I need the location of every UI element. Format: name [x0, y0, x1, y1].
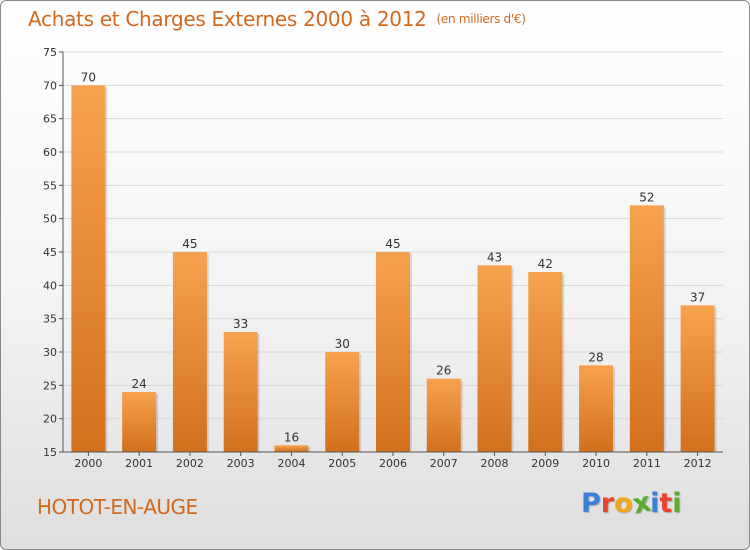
x-tick-label: 2002	[176, 457, 204, 470]
bar	[122, 392, 157, 452]
logo-letter: i	[672, 488, 682, 519]
bar-value-label: 30	[335, 337, 350, 351]
bar-value-label: 16	[284, 430, 299, 444]
x-tick-label: 2000	[74, 457, 102, 470]
bar-value-label: 28	[588, 350, 603, 364]
x-tick-label: 2004	[277, 457, 305, 470]
commune-name: HOTOT-EN-AUGE	[37, 495, 198, 519]
y-tick-label: 60	[43, 146, 57, 159]
x-tick-label: 2010	[582, 457, 610, 470]
bar-value-label: 24	[132, 377, 147, 391]
bar	[71, 85, 106, 452]
logo-letter: o	[614, 488, 633, 519]
y-tick-label: 75	[43, 46, 57, 59]
logo-letter: i	[650, 488, 660, 519]
bar	[274, 445, 309, 452]
bar-value-label: 70	[81, 70, 96, 84]
y-tick-label: 30	[43, 346, 57, 359]
bar	[426, 378, 461, 452]
bar	[680, 305, 715, 452]
bar-value-label: 26	[436, 364, 451, 378]
bar-value-label: 45	[182, 237, 197, 251]
chart-title-text: Achats et Charges Externes 2000 à 2012	[28, 7, 427, 31]
chart-subtitle: (en milliers d'€)	[436, 12, 526, 26]
bars-layer: 70 24 45 33 16 30 45 26 43 42 28 52 37	[71, 70, 717, 452]
bar-value-label: 52	[639, 190, 654, 204]
y-tick-label: 45	[43, 246, 57, 259]
proxiti-logo: Proxiti	[581, 487, 682, 521]
bar	[528, 272, 563, 452]
bar-value-label: 33	[233, 317, 248, 331]
bar	[629, 205, 664, 452]
bar-value-label: 45	[385, 237, 400, 251]
y-tick-label: 35	[43, 313, 57, 326]
logo-letter: r	[600, 488, 615, 519]
axis-layer: 15 20 25 30 35 40 45 50 55 60 65 70 75 2000 2001 2002 20…	[43, 46, 723, 470]
x-tick-label: 2006	[379, 457, 407, 470]
x-tick-label: 2012	[684, 457, 712, 470]
y-tick-label: 25	[43, 379, 57, 392]
y-tick-label: 65	[43, 113, 57, 126]
logo-letter: t	[659, 488, 673, 519]
logo-letter: P	[581, 488, 601, 519]
x-tick-label: 2003	[227, 457, 255, 470]
bar-value-label: 43	[487, 250, 502, 264]
bar	[477, 265, 512, 452]
bar	[325, 352, 360, 452]
x-tick-label: 2009	[531, 457, 559, 470]
bar	[172, 252, 207, 452]
x-tick-label: 2008	[481, 457, 509, 470]
bar-value-label: 37	[690, 290, 705, 304]
bar	[223, 332, 258, 452]
chart-title: Achats et Charges Externes 2000 à 2012 (e…	[28, 7, 526, 31]
y-tick-label: 50	[43, 213, 57, 226]
y-tick-label: 15	[43, 446, 57, 459]
y-tick-label: 70	[43, 79, 57, 92]
y-tick-label: 20	[43, 413, 57, 426]
x-tick-label: 2001	[125, 457, 153, 470]
bar	[579, 365, 614, 452]
x-tick-label: 2005	[328, 457, 356, 470]
y-tick-label: 55	[43, 179, 57, 192]
bar	[376, 252, 410, 452]
x-tick-label: 2011	[633, 457, 661, 470]
bar-value-label: 42	[538, 257, 553, 271]
y-tick-label: 40	[43, 279, 57, 292]
x-tick-label: 2007	[430, 457, 458, 470]
